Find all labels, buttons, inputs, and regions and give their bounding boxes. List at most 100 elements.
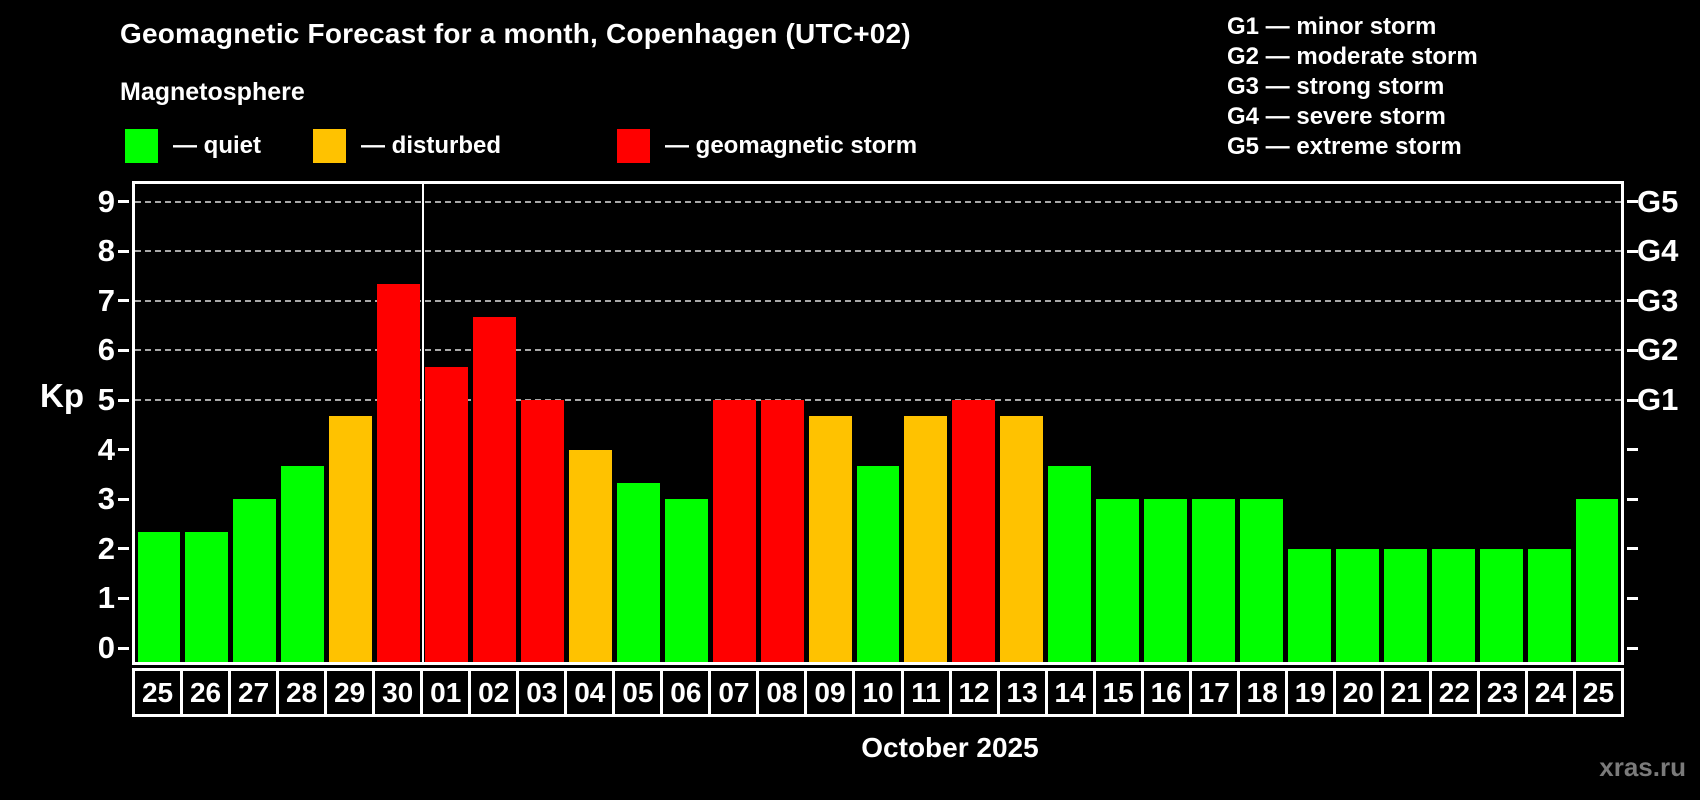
plot-inner: 0 1 2 3 4 5 6 7 8 9 G1 G2 G3 G4 G5: [98, 184, 1678, 665]
g-axis-label-g2: G2: [1637, 332, 1679, 368]
y-axis-title: Kp: [40, 377, 84, 414]
date-cell-25: 25: [1575, 671, 1621, 714]
date-cell-02: 02: [471, 671, 517, 714]
kp-bar-30: [377, 284, 421, 662]
right-axis-tick-4: [1627, 448, 1638, 452]
grid-line-kp7: [135, 299, 1621, 302]
date-cell-09: 09: [807, 671, 853, 714]
left-axis-tick-0: [118, 646, 129, 650]
kp-bar-25: [1575, 499, 1619, 662]
grid-line-kp6: [135, 349, 1621, 352]
g-axis-label-g4: G4: [1637, 233, 1679, 269]
right-axis-tick-9: [1627, 200, 1638, 204]
date-cell-27: 27: [231, 671, 277, 714]
kp-bar-13: [1000, 416, 1044, 662]
g-legend-line-g5: G5 — extreme storm: [1227, 133, 1462, 160]
kp-bar-01: [425, 366, 469, 662]
date-cell-17: 17: [1191, 671, 1237, 714]
kp-bar-16: [1144, 499, 1188, 662]
y-tick-label-5: 5: [97, 382, 115, 417]
kp-bar-22: [1431, 548, 1475, 662]
date-cell-16: 16: [1143, 671, 1189, 714]
y-tick-label-2: 2: [97, 530, 115, 566]
date-cell-25: 25: [135, 671, 181, 714]
date-cell-21: 21: [1383, 671, 1429, 714]
y-tick-label-8: 8: [97, 233, 115, 269]
right-axis-tick-3: [1627, 497, 1638, 501]
right-axis-tick-1: [1627, 596, 1638, 600]
page-title: Geomagnetic Forecast for a month, Copenh…: [120, 18, 911, 49]
date-cell-14: 14: [1047, 671, 1093, 714]
date-cell-15: 15: [1095, 671, 1141, 714]
y-tick-label-0: 0: [97, 630, 115, 665]
g-scale-legend: G1 — minor storm G2 — moderate storm G3 …: [1227, 12, 1478, 162]
right-axis-tick-2: [1627, 547, 1638, 551]
date-cell-04: 04: [567, 671, 613, 714]
disturbed-color-swatch: [313, 129, 346, 163]
kp-bar-03: [520, 400, 564, 662]
kp-bar-09: [808, 416, 852, 662]
kp-bar-02: [473, 317, 516, 662]
kp-bar-15: [1096, 499, 1140, 662]
date-cell-13: 13: [999, 671, 1045, 714]
kp-bar-04: [568, 449, 612, 662]
date-cell-22: 22: [1431, 671, 1477, 714]
date-cell-11: 11: [903, 671, 949, 714]
grid-line-kp8: [135, 250, 1621, 253]
kp-bar-26: [185, 532, 229, 662]
g-legend-line-g1: G1 — minor storm: [1227, 13, 1437, 40]
y-tick-label-7: 7: [97, 282, 115, 318]
kp-bar-24: [1527, 548, 1571, 662]
date-cell-03: 03: [519, 671, 565, 714]
kp-bar-14: [1048, 465, 1092, 662]
kp-bar-25: [137, 532, 181, 662]
right-axis-tick-6: [1627, 348, 1638, 352]
right-axis-tick-8: [1627, 249, 1638, 253]
date-cell-01: 01: [423, 671, 469, 714]
g-legend-line-g4: G4 — severe storm: [1227, 103, 1446, 130]
g-legend-line-g2: G2 — moderate storm: [1227, 43, 1478, 70]
kp-bar-18: [1240, 499, 1283, 662]
kp-bar-28: [281, 465, 325, 662]
right-axis-tick-5: [1627, 398, 1638, 402]
chart-subtitle: Magnetosphere: [120, 78, 305, 106]
past-forecast-divider: [421, 184, 424, 662]
kp-bar-10: [856, 465, 900, 662]
legend-label-quiet: — quiet: [173, 132, 261, 159]
date-cell-07: 07: [711, 671, 757, 714]
legend-item-disturbed: — disturbed: [313, 128, 501, 164]
date-cell-06: 06: [663, 671, 709, 714]
left-axis-tick-7: [118, 299, 129, 303]
left-axis-tick-1: [118, 596, 129, 600]
kp-bar-20: [1335, 548, 1379, 662]
kp-bar-05: [616, 482, 660, 662]
y-tick-label-6: 6: [97, 332, 115, 368]
y-tick-label-1: 1: [97, 580, 115, 616]
kp-bar-27: [233, 499, 277, 662]
date-cell-08: 08: [759, 671, 805, 714]
left-axis-tick-2: [118, 547, 129, 551]
legend-item-quiet: — quiet: [125, 128, 261, 164]
left-axis-tick-3: [118, 497, 129, 501]
date-cell-18: 18: [1239, 671, 1285, 714]
kp-bar-08: [760, 400, 804, 662]
left-axis-tick-6: [118, 348, 129, 352]
date-cell-10: 10: [855, 671, 901, 714]
date-cell-12: 12: [951, 671, 997, 714]
kp-bar-12: [952, 400, 996, 662]
quiet-color-swatch: [125, 129, 158, 163]
plot-area: 0 1 2 3 4 5 6 7 8 9 G1 G2 G3 G4 G5: [98, 181, 1678, 665]
legend-label-disturbed: — disturbed: [361, 132, 502, 159]
legend-label-storm: — geomagnetic storm: [665, 132, 918, 159]
date-cell-05: 05: [615, 671, 661, 714]
date-cell-24: 24: [1527, 671, 1573, 714]
g-axis-label-g1: G1: [1637, 382, 1679, 417]
kp-bar-07: [712, 400, 756, 662]
x-axis-date-row: 25 26 27 28 29 30 01 02 03 04 05 06 07 08 09 10 11 12 13 14…: [132, 668, 1624, 717]
right-axis-tick-0: [1627, 646, 1638, 650]
grid-line-kp5: [135, 399, 1621, 401]
left-axis-tick-4: [118, 448, 129, 452]
y-tick-label-4: 4: [97, 431, 115, 467]
date-cell-23: 23: [1479, 671, 1525, 714]
date-cell-19: 19: [1287, 671, 1333, 714]
